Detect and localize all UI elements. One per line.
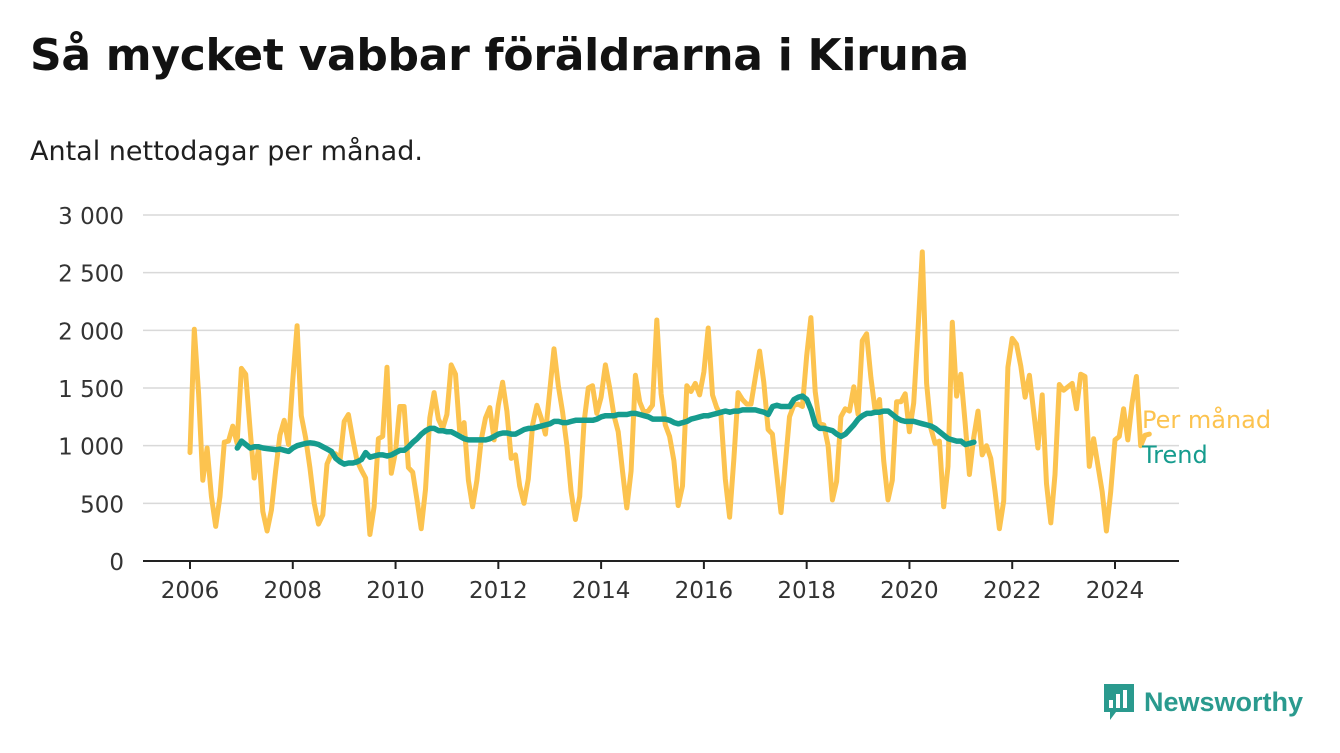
x-tick-label: 2014 xyxy=(572,578,631,604)
y-tick-label: 1 000 xyxy=(58,435,124,461)
y-tick-label: 1 500 xyxy=(58,377,124,403)
chart-title: Så mycket vabbar föräldrarna i Kiruna xyxy=(30,30,969,81)
y-tick-label: 2 000 xyxy=(58,319,124,345)
brand-name: Newsworthy xyxy=(1144,686,1304,717)
x-tick-label: 2010 xyxy=(366,578,425,604)
x-tick-label: 2022 xyxy=(983,578,1042,604)
x-tick-label: 2024 xyxy=(1086,578,1145,604)
y-tick-label: 0 xyxy=(109,550,124,576)
x-tick-label: 2018 xyxy=(777,578,836,604)
brand-logo: Newsworthy xyxy=(1102,682,1303,722)
series-line-per-manad xyxy=(187,249,1152,537)
x-tick-label: 2008 xyxy=(264,578,323,604)
y-tick-label: 500 xyxy=(80,492,124,518)
x-tick-label: 2012 xyxy=(469,578,528,604)
series-line-trend xyxy=(234,393,977,467)
y-tick-label: 2 500 xyxy=(58,262,124,288)
x-axis: 2006 2008 2010 2012 2014 2016 2018 2020 2022 2024 xyxy=(143,560,1179,604)
series-lines xyxy=(187,249,1152,537)
series-labels: Per månad Trend xyxy=(1141,405,1271,469)
series-label: Trend xyxy=(1141,441,1208,469)
chart-bubble-icon xyxy=(1104,684,1134,720)
series-label: Per månad xyxy=(1142,405,1271,434)
x-tick-label: 2006 xyxy=(161,578,220,604)
x-tick-label: 2020 xyxy=(880,578,939,604)
x-tick-label: 2016 xyxy=(675,578,734,604)
chart-subtitle: Antal nettodagar per månad. xyxy=(30,136,423,167)
y-tick-label: 3 000 xyxy=(58,204,124,230)
y-axis-labels: 0 500 1 000 1 500 2 000 2 500 3 000 xyxy=(58,204,124,576)
